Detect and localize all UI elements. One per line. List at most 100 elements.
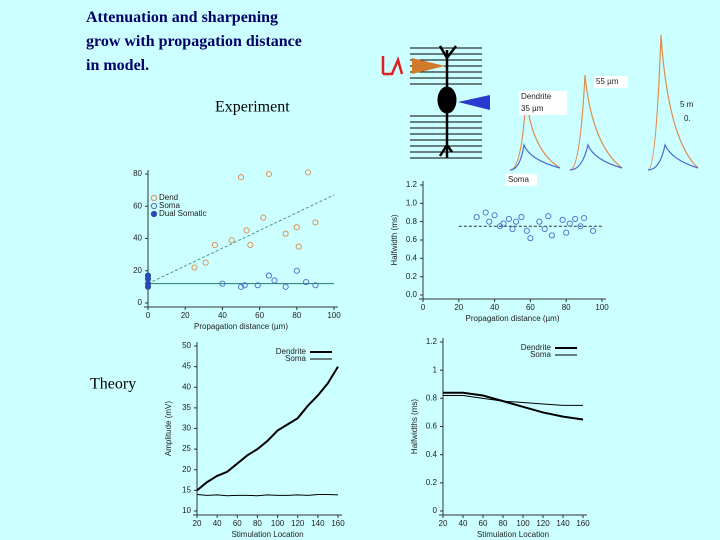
x-tick-label: 20 — [193, 519, 202, 528]
x-tick-label: 160 — [331, 519, 345, 528]
x-axis-label: Propagation distance (µm) — [194, 322, 288, 331]
point — [265, 272, 272, 279]
y-tick-label: 1.2 — [426, 337, 438, 346]
x-tick-label: 140 — [556, 519, 570, 528]
x-tick-label: 100 — [516, 519, 530, 528]
x-tick-label: 60 — [255, 311, 264, 320]
x-tick-label: 120 — [536, 519, 550, 528]
y-tick-label: 20 — [182, 465, 191, 474]
legend-label: Dendrite — [521, 343, 552, 352]
y-tick-label: 50 — [182, 341, 191, 350]
y-tick-label: 0.8 — [426, 393, 438, 402]
point — [312, 282, 319, 289]
point — [500, 220, 507, 227]
x-tick-label: 60 — [479, 519, 488, 528]
x-tick-label: 100 — [595, 303, 609, 312]
soma — [437, 86, 457, 114]
x-tick-label: 80 — [292, 311, 301, 320]
trace-label: 35 µm — [521, 104, 544, 113]
x-tick-label: 40 — [218, 311, 227, 320]
point — [545, 213, 552, 220]
title-line: Attenuation and sharpening — [86, 9, 278, 26]
y-tick-label: 0 — [433, 506, 438, 515]
legend-marker — [150, 210, 158, 218]
point — [523, 227, 530, 234]
y-tick-label: 0.4 — [426, 450, 438, 459]
y-tick-label: 0.0 — [406, 290, 418, 299]
legend-label: Soma — [285, 354, 306, 363]
point — [219, 280, 226, 287]
trace-label: 5 m — [680, 100, 694, 109]
x-tick-label: 80 — [562, 303, 571, 312]
y-tick-label: 1 — [433, 365, 438, 374]
point — [241, 282, 248, 289]
trace-soma — [509, 142, 561, 171]
y-tick-label: 80 — [133, 169, 142, 178]
stimulus — [381, 56, 404, 76]
point — [265, 170, 272, 178]
point — [473, 214, 480, 221]
point — [572, 215, 579, 222]
y-tick-label: 1.2 — [406, 180, 418, 189]
point — [293, 224, 300, 231]
x-tick-label: 20 — [181, 311, 190, 320]
legend-label: Soma — [159, 201, 180, 210]
line — [443, 395, 583, 406]
y-tick-label: 40 — [133, 234, 142, 243]
x-tick-label: 160 — [576, 519, 590, 528]
neuron-diagram — [381, 45, 490, 159]
point — [282, 283, 289, 290]
y-tick-label: 0.4 — [406, 253, 418, 262]
trace-label: 0. — [684, 114, 691, 123]
y-tick-label: 1.0 — [406, 198, 418, 207]
y-tick-label: 45 — [182, 362, 191, 371]
point — [590, 227, 597, 234]
legend-marker — [150, 202, 158, 210]
point — [202, 259, 209, 266]
label-box — [505, 174, 537, 186]
y-tick-label: 30 — [182, 424, 191, 433]
x-axis-label: Propagation distance (µm) — [466, 314, 560, 323]
y-tick-label: 20 — [133, 266, 142, 275]
legend-label: Dendrite — [276, 347, 307, 356]
point — [144, 272, 152, 279]
point — [312, 219, 319, 226]
point — [581, 214, 588, 222]
line — [196, 494, 339, 497]
point — [486, 218, 493, 225]
legend-label: Dual Somatic — [159, 209, 207, 218]
electrode-soma — [458, 95, 490, 110]
x-tick-label: 0 — [146, 311, 151, 320]
y-axis-label: Amplitude (mV) — [164, 401, 173, 456]
point — [563, 229, 570, 236]
point — [559, 216, 566, 223]
trace-label: Soma — [508, 175, 529, 184]
point — [513, 218, 520, 225]
y-tick-label: 25 — [182, 444, 191, 453]
x-tick-label: 40 — [459, 519, 468, 528]
x-tick-label: 20 — [439, 519, 448, 528]
x-tick-label: 80 — [499, 519, 508, 528]
y-tick-label: 0.6 — [426, 422, 438, 431]
y-axis-label: Halfwidths (ms) — [410, 399, 419, 454]
point — [566, 220, 573, 227]
trace-soma — [647, 143, 699, 171]
point — [304, 169, 312, 176]
y-tick-label: 0 — [138, 298, 143, 307]
point — [536, 218, 543, 225]
point — [260, 214, 267, 221]
title-line: grow with propagation distance — [86, 33, 302, 50]
y-tick-label: 10 — [182, 506, 191, 515]
legend-label: Dend — [159, 193, 178, 202]
x-tick-label: 100 — [271, 519, 285, 528]
y-tick-label: 40 — [182, 382, 191, 391]
trace-label: 55 µm — [596, 77, 619, 86]
point — [243, 227, 250, 234]
label-box — [519, 91, 567, 115]
point — [295, 243, 302, 250]
y-tick-label: 35 — [182, 403, 191, 412]
x-tick-label: 100 — [327, 311, 341, 320]
point — [271, 277, 278, 284]
x-tick-label: 120 — [291, 519, 305, 528]
point — [293, 267, 300, 274]
